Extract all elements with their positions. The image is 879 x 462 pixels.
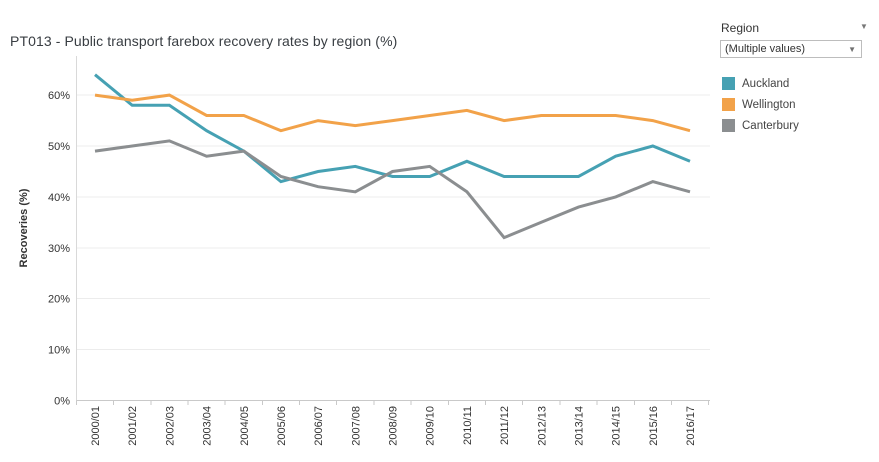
- x-tick-label: 2009/10: [425, 406, 437, 446]
- legend-label: Auckland: [742, 77, 790, 90]
- y-tick-label: 10%: [48, 345, 70, 357]
- chevron-down-icon[interactable]: ▼: [860, 22, 868, 31]
- y-axis-title: Recoveries (%): [18, 188, 30, 267]
- legend-swatch-icon: [722, 98, 735, 111]
- x-tick-label: 2007/08: [350, 406, 362, 446]
- filter-title: Region: [721, 21, 760, 35]
- legend-item-canterbury[interactable]: Canterbury: [722, 115, 799, 136]
- x-tick-label: 2011/12: [499, 406, 511, 445]
- series-line-wellington[interactable]: [94, 93, 691, 133]
- y-tick-label: 60%: [48, 90, 70, 102]
- x-tick-label: 2010/11: [462, 406, 474, 445]
- x-tick-label: 2005/06: [276, 406, 288, 446]
- legend-label: Wellington: [742, 98, 796, 111]
- legend-swatch-icon: [722, 119, 735, 132]
- x-tick-label: 2013/14: [573, 406, 585, 446]
- y-tick-label: 40%: [48, 192, 70, 204]
- x-tick-label: 2015/16: [648, 406, 660, 446]
- x-tick-label: 2008/09: [388, 406, 400, 446]
- x-tick-label: 2004/05: [239, 406, 251, 446]
- series-line-auckland[interactable]: [94, 73, 691, 184]
- page-title: PT013 - Public transport farebox recover…: [10, 33, 398, 49]
- legend-label: Canterbury: [742, 119, 799, 132]
- legend: Auckland Wellington Canterbury: [722, 73, 799, 136]
- dropdown-arrow-icon: ▼: [848, 44, 856, 54]
- region-dropdown-value: (Multiple values): [725, 43, 806, 55]
- x-tick-label: 2003/04: [202, 406, 214, 446]
- legend-swatch-icon: [722, 77, 735, 90]
- legend-item-auckland[interactable]: Auckland: [722, 73, 799, 94]
- series-line-canterbury[interactable]: [94, 139, 691, 240]
- x-tick-label: 2012/13: [536, 406, 548, 446]
- region-dropdown[interactable]: (Multiple values) ▼: [720, 40, 862, 58]
- x-tick-label: 2000/01: [90, 406, 102, 446]
- y-tick-label: 0%: [54, 396, 70, 408]
- legend-item-wellington[interactable]: Wellington: [722, 94, 799, 115]
- x-tick-label: 2014/15: [611, 406, 623, 446]
- y-tick-label: 30%: [48, 243, 70, 255]
- x-tick-label: 2001/02: [127, 406, 139, 446]
- x-tick-label: 2016/17: [685, 406, 697, 446]
- x-tick-label: 2002/03: [164, 406, 176, 446]
- y-tick-label: 20%: [48, 294, 70, 306]
- y-tick-label: 50%: [48, 141, 70, 153]
- x-tick-label: 2006/07: [313, 406, 325, 446]
